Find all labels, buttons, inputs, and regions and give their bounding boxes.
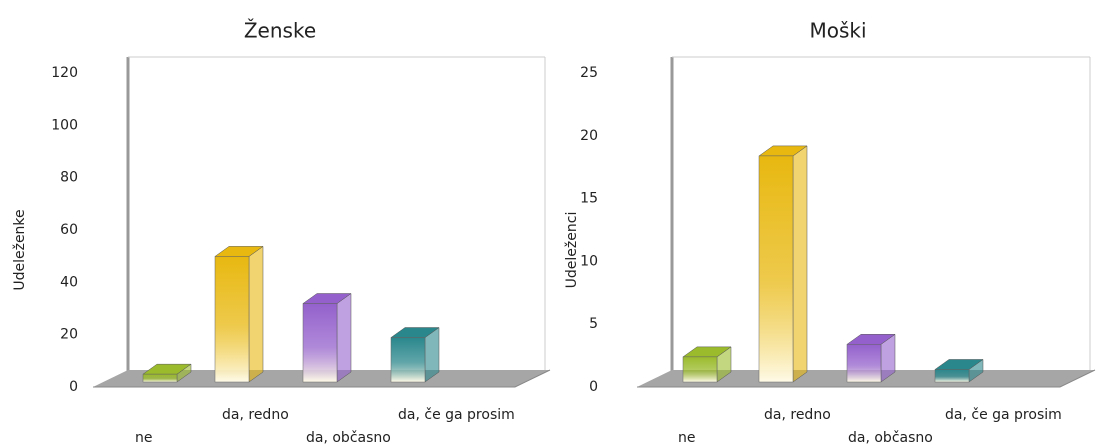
bar-side [792, 145, 808, 383]
x-tick-label: ne [135, 430, 153, 446]
y-tick-label: 0 [69, 379, 78, 395]
bar-side [248, 245, 264, 383]
bar-side [336, 293, 352, 383]
bar [934, 369, 970, 383]
y-tick-label: 0 [589, 379, 598, 395]
bar [758, 155, 794, 383]
floor-edge [637, 369, 1096, 388]
x-tick-label: da, če ga prosim [398, 407, 515, 423]
y-tick-label: 10 [580, 253, 598, 269]
y-tick-label: 25 [580, 65, 598, 81]
y-tick-label: 20 [580, 128, 598, 144]
y-tick-label: 120 [51, 65, 78, 81]
y-axis-label: Udeleženke [12, 209, 28, 290]
y-tick-label: 40 [60, 274, 78, 290]
bar [142, 373, 178, 383]
bar [682, 356, 718, 383]
y-tick-label: 100 [51, 117, 78, 133]
y-tick-label: 15 [580, 191, 598, 207]
bar [214, 256, 250, 383]
x-tick-label: da, občasno [306, 430, 391, 446]
bar [846, 344, 882, 383]
x-tick-label: da, občasno [848, 430, 933, 446]
y-tick-label: 5 [589, 316, 598, 332]
x-tick-label: da, redno [222, 407, 289, 423]
x-tick-label: da, če ga prosim [945, 407, 1062, 423]
y-tick-label: 60 [60, 222, 78, 238]
y-tick-label: 20 [60, 327, 78, 343]
y-axis-label: Udeleženci [564, 212, 580, 289]
floor-edge [93, 369, 551, 388]
bar [302, 303, 338, 383]
x-tick-label: da, redno [764, 407, 831, 423]
x-tick-label: ne [678, 430, 696, 446]
chart-title: Ženske [244, 19, 316, 43]
y-tick-label: 80 [60, 170, 78, 186]
chart-title: Moški [809, 19, 866, 43]
bar [390, 337, 426, 383]
